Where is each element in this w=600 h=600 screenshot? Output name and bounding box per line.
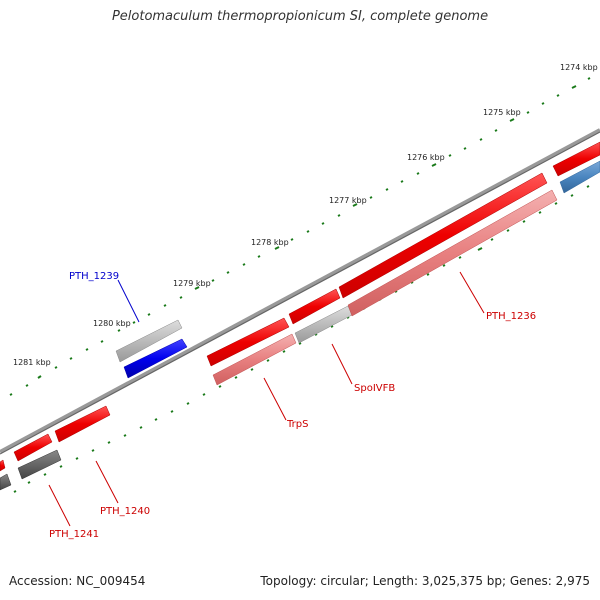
tick-label-1275: 1275 kbp [483, 108, 521, 117]
outer-tick-track [9, 77, 591, 396]
cds-red-left-edge[interactable] [0, 459, 6, 472]
cds-dark-left[interactable] [17, 449, 62, 480]
cds-dark-left-edge[interactable] [0, 473, 12, 491]
tick-label-1278: 1278 kbp [251, 238, 289, 247]
gene-label-trps[interactable]: TrpS [286, 419, 308, 430]
tick-label-1280: 1280 kbp [93, 319, 131, 328]
inner-tick-track [13, 185, 590, 493]
cds-pth-1239[interactable] [123, 338, 188, 379]
cds-trps[interactable] [206, 317, 290, 367]
cds-pth-1241[interactable] [13, 433, 53, 462]
cds-pth-1236[interactable] [338, 172, 548, 299]
gene-label-spoivfb[interactable]: SpoIVFB [354, 383, 395, 394]
gene-label-pth-1236[interactable]: PTH_1236 [486, 311, 536, 322]
gene-label-pth-1240[interactable]: PTH_1240 [100, 506, 150, 517]
cds-pth-1239-grey[interactable] [115, 319, 183, 363]
gene-leader-lines [48, 271, 485, 527]
genome-stats-text: Topology: circular; Length: 3,025,375 bp… [260, 574, 590, 588]
cds-red-right[interactable] [552, 141, 600, 177]
accession-text: Accession: NC_009454 [9, 574, 146, 588]
gene-label-pth-1241[interactable]: PTH_1241 [49, 529, 99, 540]
cds-trps-reverse[interactable] [212, 333, 297, 386]
tick-label-1281: 1281 kbp [13, 358, 51, 367]
tick-label-1277: 1277 kbp [329, 196, 367, 205]
cds-spoivfb[interactable] [288, 288, 341, 325]
gene-label-pth-1239[interactable]: PTH_1239 [69, 271, 119, 282]
genome-backbone [0, 128, 600, 454]
cds-pth-1236-reverse[interactable] [347, 189, 558, 317]
cds-steel-right[interactable] [559, 160, 600, 194]
tick-label-1279: 1279 kbp [173, 279, 211, 288]
tick-label-1276: 1276 kbp [407, 153, 445, 162]
map-title: Pelotomaculum thermopropionicum SI, comp… [111, 9, 489, 24]
tick-label-1274: 1274 kbp [560, 63, 598, 72]
cds-pth-1240[interactable] [54, 405, 111, 443]
